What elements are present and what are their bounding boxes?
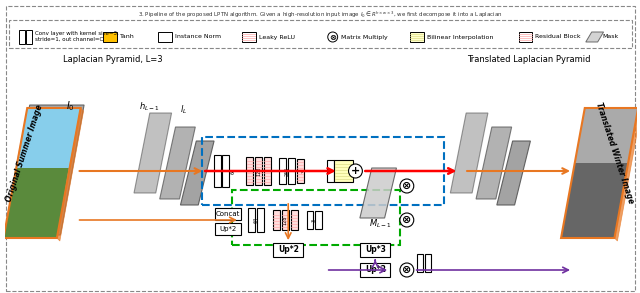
FancyBboxPatch shape: [279, 158, 285, 184]
Polygon shape: [360, 168, 396, 218]
FancyBboxPatch shape: [360, 243, 390, 257]
FancyBboxPatch shape: [223, 155, 229, 187]
Text: ⊗: ⊗: [329, 33, 336, 42]
FancyBboxPatch shape: [264, 157, 271, 185]
Circle shape: [349, 164, 362, 178]
Polygon shape: [160, 127, 195, 199]
FancyBboxPatch shape: [307, 211, 314, 229]
Text: Matrix Multiply: Matrix Multiply: [340, 35, 387, 40]
Text: +: +: [351, 166, 360, 176]
Circle shape: [400, 263, 414, 277]
FancyBboxPatch shape: [257, 208, 264, 232]
FancyBboxPatch shape: [291, 210, 298, 230]
FancyBboxPatch shape: [26, 30, 32, 44]
Polygon shape: [614, 108, 640, 241]
FancyBboxPatch shape: [296, 159, 303, 183]
FancyBboxPatch shape: [10, 20, 632, 48]
Text: Conv layer with kernel size=3,
stride=1, out channel=C: Conv layer with kernel size=3, stride=1,…: [35, 30, 119, 41]
Text: Translated Winter Image: Translated Winter Image: [594, 101, 635, 205]
Text: Original Summer Image: Original Summer Image: [4, 103, 44, 203]
Text: 3: 3: [301, 169, 307, 173]
FancyBboxPatch shape: [316, 211, 323, 229]
Polygon shape: [476, 127, 511, 199]
Circle shape: [400, 213, 414, 227]
FancyBboxPatch shape: [214, 155, 221, 187]
Text: ⊗: ⊗: [402, 215, 412, 225]
Text: Mask: Mask: [603, 35, 619, 40]
Text: $h_{L-1}$: $h_{L-1}$: [140, 101, 160, 113]
Text: Tanh: Tanh: [120, 35, 135, 40]
Text: $l_L$: $l_L$: [180, 104, 187, 116]
Text: Instance Norm: Instance Norm: [175, 35, 221, 40]
Text: $I_0$: $I_0$: [67, 99, 75, 113]
Polygon shape: [6, 105, 84, 235]
Circle shape: [400, 179, 414, 193]
Text: Bilinear Interpolation: Bilinear Interpolation: [427, 35, 493, 40]
FancyBboxPatch shape: [360, 263, 390, 277]
FancyBboxPatch shape: [333, 160, 353, 182]
FancyBboxPatch shape: [6, 6, 636, 291]
Text: Up*3: Up*3: [365, 246, 386, 255]
Text: Up*2: Up*2: [220, 226, 237, 232]
Polygon shape: [180, 141, 214, 205]
Text: Up*2: Up*2: [278, 246, 299, 255]
FancyBboxPatch shape: [242, 32, 255, 42]
FancyBboxPatch shape: [246, 157, 253, 185]
Polygon shape: [497, 141, 531, 205]
Text: Translated Laplacian Pyramid: Translated Laplacian Pyramid: [467, 55, 590, 64]
Polygon shape: [3, 168, 68, 238]
Polygon shape: [561, 163, 628, 238]
FancyBboxPatch shape: [273, 210, 280, 230]
Text: Up*2: Up*2: [365, 265, 386, 275]
Polygon shape: [57, 108, 84, 241]
Text: $M_{L-1}$: $M_{L-1}$: [369, 218, 392, 231]
Text: 3. Pipeline of the proposed LPTN algorithm. Given a high-resolution input image : 3. Pipeline of the proposed LPTN algorit…: [138, 10, 503, 20]
Text: Leaky ReLU: Leaky ReLU: [259, 35, 294, 40]
Polygon shape: [134, 113, 172, 193]
FancyBboxPatch shape: [19, 30, 25, 44]
FancyBboxPatch shape: [417, 254, 422, 272]
Polygon shape: [15, 108, 81, 168]
FancyBboxPatch shape: [248, 208, 255, 232]
Text: ⊗: ⊗: [402, 181, 412, 191]
Polygon shape: [575, 108, 638, 163]
Text: 64: 64: [253, 217, 259, 223]
FancyBboxPatch shape: [255, 157, 262, 185]
Text: Laplacian Pyramid, L=3: Laplacian Pyramid, L=3: [63, 55, 163, 64]
Text: 3: 3: [312, 219, 317, 222]
FancyBboxPatch shape: [327, 160, 334, 182]
FancyBboxPatch shape: [157, 32, 172, 42]
FancyBboxPatch shape: [273, 243, 303, 257]
FancyBboxPatch shape: [215, 223, 241, 235]
Text: ⊗: ⊗: [402, 265, 412, 275]
FancyBboxPatch shape: [282, 210, 289, 230]
FancyBboxPatch shape: [103, 32, 117, 42]
FancyBboxPatch shape: [288, 158, 294, 184]
Text: 128: 128: [256, 166, 261, 176]
Circle shape: [328, 32, 338, 42]
FancyBboxPatch shape: [518, 32, 532, 42]
Polygon shape: [586, 32, 604, 42]
Polygon shape: [451, 113, 488, 193]
Text: Concat: Concat: [216, 211, 240, 217]
Text: 256: 256: [284, 166, 289, 176]
Text: 128: 128: [283, 215, 288, 225]
Text: 64: 64: [231, 168, 236, 174]
FancyBboxPatch shape: [410, 32, 424, 42]
Text: Residual Block: Residual Block: [536, 35, 581, 40]
FancyBboxPatch shape: [215, 208, 241, 220]
FancyBboxPatch shape: [425, 254, 431, 272]
